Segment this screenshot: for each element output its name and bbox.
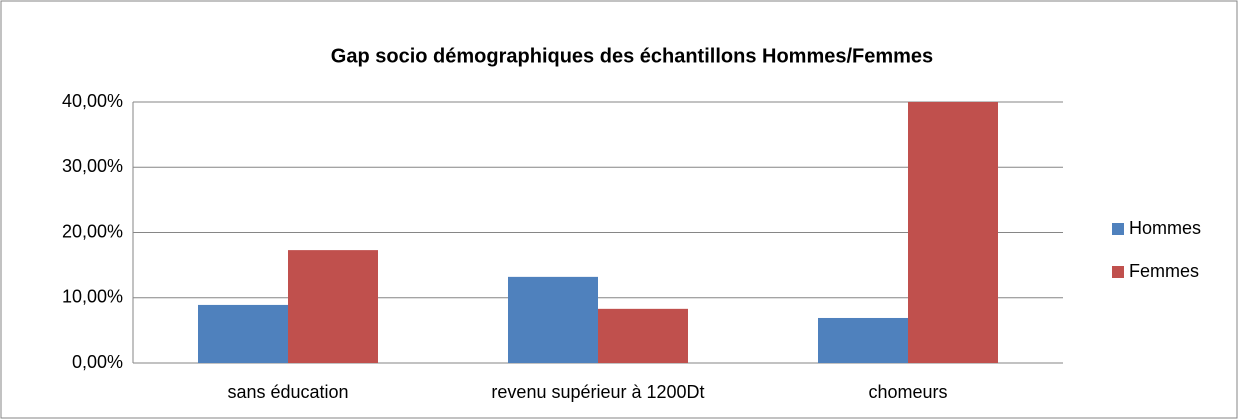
x-tick-label: revenu supérieur à 1200Dt xyxy=(491,382,704,402)
x-tick-label: chomeurs xyxy=(868,382,947,402)
bar xyxy=(908,102,998,363)
y-tick-label: 0,00% xyxy=(72,352,123,372)
y-tick-label: 10,00% xyxy=(62,287,123,307)
legend-swatch xyxy=(1112,266,1124,278)
y-tick-label: 20,00% xyxy=(62,221,123,241)
bar xyxy=(818,317,908,363)
chart-title: Gap socio démographiques des échantillon… xyxy=(331,45,933,67)
legend-label: Hommes xyxy=(1129,218,1201,238)
y-tick-label: 30,00% xyxy=(62,156,123,176)
legend-swatch xyxy=(1112,223,1124,235)
bar xyxy=(288,250,378,363)
x-tick-label: sans éducation xyxy=(227,382,348,402)
y-tick-label: 40,00% xyxy=(62,91,123,111)
legend-label: Femmes xyxy=(1129,261,1199,281)
bar xyxy=(508,276,598,363)
bar xyxy=(598,308,688,363)
bar xyxy=(198,304,288,363)
